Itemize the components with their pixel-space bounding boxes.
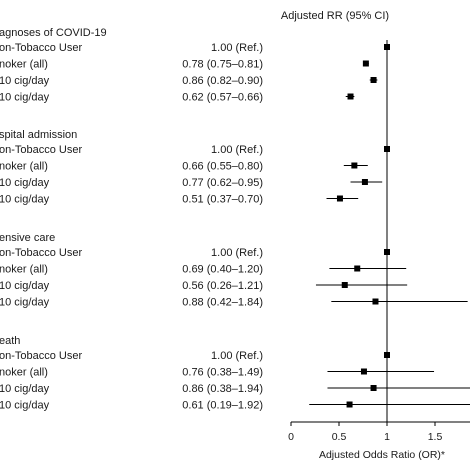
row-label: on-Tobacco User [0, 42, 82, 54]
row-label: on-Tobacco User [0, 247, 82, 259]
row-label: 10 cig/day [0, 400, 50, 412]
estimate-text: 0.78 (0.75–0.81) [182, 59, 263, 71]
estimate-text: 0.61 (0.19–1.92) [182, 400, 263, 412]
estimate-text: 1.00 (Ref.) [211, 144, 263, 156]
or-point [336, 195, 343, 202]
row-label: 10 cig/day [0, 297, 50, 309]
row-label: 10 cig/day [0, 92, 50, 104]
or-point [341, 282, 348, 288]
row-label: 10 cig/day [0, 383, 50, 395]
or-point [362, 60, 369, 67]
row-label: 10 cig/day [0, 194, 50, 206]
row-label: 10 cig/day [0, 280, 50, 292]
or-point [370, 385, 377, 391]
estimate-text: 0.86 (0.38–1.94) [182, 383, 263, 395]
x-tick-label: 0.5 [332, 431, 347, 443]
row-label: on-Tobacco User [0, 350, 82, 362]
or-point [347, 93, 354, 100]
group-title: spital admission [0, 129, 77, 141]
row-label: noker (all) [0, 161, 48, 173]
estimate-text: 1.00 (Ref.) [211, 350, 263, 362]
row-label: 10 cig/day [0, 75, 50, 87]
row-label: 10 cig/day [0, 177, 50, 189]
estimate-text: 0.56 (0.26–1.21) [182, 280, 263, 292]
or-point [354, 265, 361, 272]
or-point [360, 368, 367, 375]
plot-content: agnoses of COVID-19 on-Tobacco User 1.00 (… [0, 27, 470, 443]
x-tick-label: 1.5 [428, 431, 443, 443]
column-header: Adjusted RR (95% CI) [281, 10, 389, 22]
x-axis-label: Adjusted Odds Ratio (OR)* [319, 449, 445, 461]
row-label: noker (all) [0, 264, 48, 276]
row-label: noker (all) [0, 367, 48, 379]
or-point [361, 179, 368, 185]
estimate-text: 1.00 (Ref.) [211, 42, 263, 54]
x-tick-label: 1 [384, 431, 390, 443]
estimate-text: 1.00 (Ref.) [211, 247, 263, 259]
estimate-text: 0.77 (0.62–0.95) [182, 177, 263, 189]
estimate-text: 0.69 (0.40–1.20) [182, 264, 263, 276]
row-label: on-Tobacco User [0, 144, 82, 156]
estimate-text: 0.88 (0.42–1.84) [182, 297, 263, 309]
estimate-text: 0.51 (0.37–0.70) [182, 194, 263, 206]
group-title: agnoses of COVID-19 [0, 27, 107, 39]
group-title: ensive care [0, 232, 55, 244]
estimate-text: 0.62 (0.57–0.66) [182, 92, 263, 104]
estimate-text: 0.86 (0.82–0.90) [182, 75, 263, 87]
estimate-text: 0.66 (0.55–0.80) [182, 161, 263, 173]
or-point [351, 162, 358, 169]
row-label: noker (all) [0, 59, 48, 71]
estimate-text: 0.76 (0.38–1.49) [182, 367, 263, 379]
group-title: eath [0, 335, 20, 347]
or-point [372, 298, 379, 305]
x-tick-label: 0 [288, 431, 294, 443]
or-point [370, 77, 377, 83]
or-point [346, 401, 353, 408]
